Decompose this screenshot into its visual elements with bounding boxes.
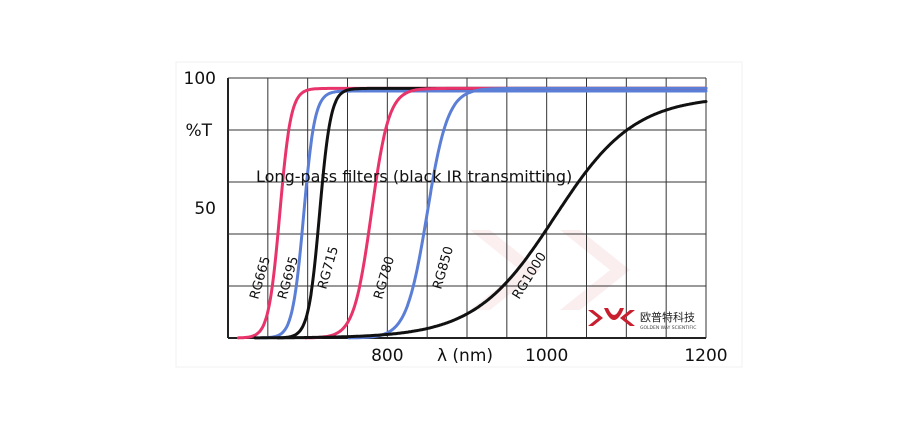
- brand-logo: 欧普特科技 GOLDEN WAY SCIENTIFIC: [588, 308, 696, 331]
- curve-layer: [236, 86, 708, 340]
- x-axis-label: λ (nm): [437, 346, 493, 366]
- logo-subtitle: GOLDEN WAY SCIENTIFIC: [640, 325, 696, 331]
- y-tick-label: 100: [184, 69, 216, 89]
- logo-mark-center-icon: [604, 308, 624, 320]
- chart-annotation: Long-pass filters (black IR transmitting…: [256, 167, 572, 186]
- x-tick-label: 800: [371, 346, 403, 366]
- logo-mark-left-icon: [588, 310, 603, 326]
- series-line-rg695: [260, 89, 708, 340]
- chart-frame: [175, 61, 743, 368]
- logo-name: 欧普特科技: [640, 310, 695, 324]
- y-tick-label: 50: [194, 199, 216, 219]
- x-tick-label: 1000: [525, 346, 568, 366]
- watermark: [470, 230, 630, 310]
- logo-mark-right-icon: [620, 310, 635, 326]
- x-tick-label: 1200: [684, 346, 727, 366]
- series-line-rg850: [347, 86, 708, 340]
- series-line-rg1000: [253, 100, 708, 340]
- y-axis-label: %T: [185, 121, 212, 141]
